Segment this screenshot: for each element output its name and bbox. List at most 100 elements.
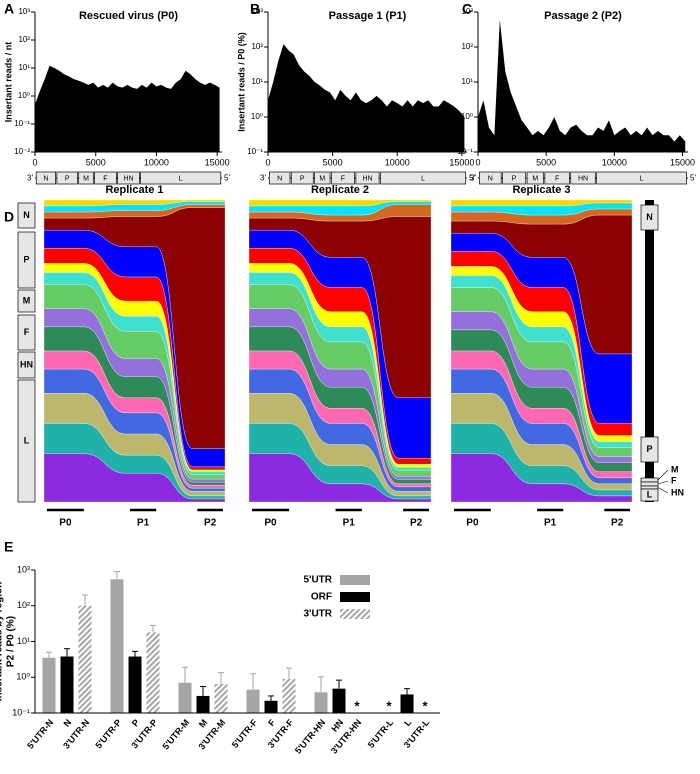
gene-label: HN [362,175,372,182]
gene-label: M [671,464,679,474]
gene-box [35,171,56,185]
annotation: * [422,698,428,713]
gene-label: L [421,175,425,182]
gene-box [56,171,78,185]
x-tick-label: M [197,717,209,729]
bar [264,700,278,713]
y-tick-label: 10² [251,42,263,51]
x-tick-label: 5000 [323,157,343,167]
gene-box [17,379,36,503]
genome-end: 5' [224,174,230,183]
legend-swatch [340,592,370,602]
gene-box [640,481,659,487]
annotation: * [354,698,360,713]
x-tick-label: N [62,717,74,728]
y-axis-label: Insertant reads / P0 (%) [236,32,246,132]
genome-end: 3' [470,174,476,183]
gene-label: L [24,435,30,445]
passage-label: P1 [544,518,557,529]
y-tick-label: 10⁻¹ [457,147,473,156]
genome-end: 3' [27,174,33,183]
stream-band [450,453,633,503]
gene-label: P [646,444,652,454]
y-tick-label: 10² [18,35,30,44]
panel-label: D [4,209,14,225]
gene-box [140,171,222,185]
passage-label: P2 [611,518,624,529]
passage-label: P2 [410,518,423,529]
gene-label: N [43,175,48,182]
panel-label: C [462,1,472,17]
y-axis-label: Insertant reads by region [0,582,5,701]
gene-leader [657,487,669,494]
bar [282,678,296,713]
stream-band [43,453,226,503]
bar [314,692,328,713]
gene-box [640,436,659,463]
bar [178,682,192,713]
gene-box [330,171,355,185]
gene-box [17,231,36,289]
y-axis-label: Insertant reads / nt [3,42,13,123]
gene-box [526,171,544,185]
gene-label: M [23,295,31,305]
x-tick-label: 5'UTR-P [93,717,123,750]
gene-leader [657,469,669,481]
y-tick-label: 10⁻¹ [14,119,30,128]
x-tick-label: L [402,717,414,728]
bar [78,605,92,713]
gene-box [17,314,36,351]
gene-box [502,171,527,185]
chart-title: Replicate 1 [105,184,163,196]
bar [128,656,142,713]
x-tick-label: 10000 [144,157,169,167]
gene-label: M [532,175,538,182]
gene-label: N [277,175,282,182]
gene-box [17,351,36,379]
legend-label: ORF [311,592,332,603]
x-tick-label: 0 [265,157,270,167]
gene-box [290,171,314,185]
legend-label: 3'UTR [304,609,333,620]
gene-label: N [646,212,653,222]
gene-label: P [512,175,517,182]
panel-label: B [250,1,260,17]
gene-box [17,289,36,313]
passage-label: P0 [466,518,479,529]
x-tick-label: F [266,717,278,728]
x-tick-label: 15000 [205,157,230,167]
gene-label: F [24,327,30,337]
passage-label: P1 [343,518,356,529]
gene-box [640,477,659,483]
reads-area [268,44,465,153]
gene-label: HN [578,175,588,182]
gene-label: F [671,475,677,485]
gene-box [314,171,331,185]
x-tick-label: 5000 [536,157,556,167]
x-tick-label: 10000 [602,157,627,167]
x-tick-label: 5'UTR-N [25,717,55,750]
gene-label: P [23,254,29,264]
gene-box [268,171,291,185]
gene-box [640,204,659,231]
y-tick-label: 10⁰ [16,672,30,682]
gene-label: L [647,489,653,499]
y-tick-label: 10⁰ [461,112,473,121]
legend-label: 5'UTR [304,575,333,586]
y-tick-label: 10³ [17,564,30,574]
y-tick-label: 10¹ [461,77,473,86]
annotation: * [386,698,392,713]
y-tick-label: 10⁰ [251,112,263,121]
gene-label: M [83,175,89,182]
bar [332,688,346,713]
x-tick-label: 5'UTR-F [230,717,260,750]
x-tick-label: 5'UTR-L [366,717,396,750]
x-tick-label: 15000 [449,157,474,167]
passage-label: P0 [59,518,72,529]
y-tick-label: 10⁻² [14,147,30,156]
legend-swatch [340,609,370,619]
y-tick-label: 10⁻¹ [12,707,30,717]
y-tick-label: 10⁻¹ [247,147,263,156]
passage-label: P1 [137,518,150,529]
panel-label: A [4,1,14,17]
